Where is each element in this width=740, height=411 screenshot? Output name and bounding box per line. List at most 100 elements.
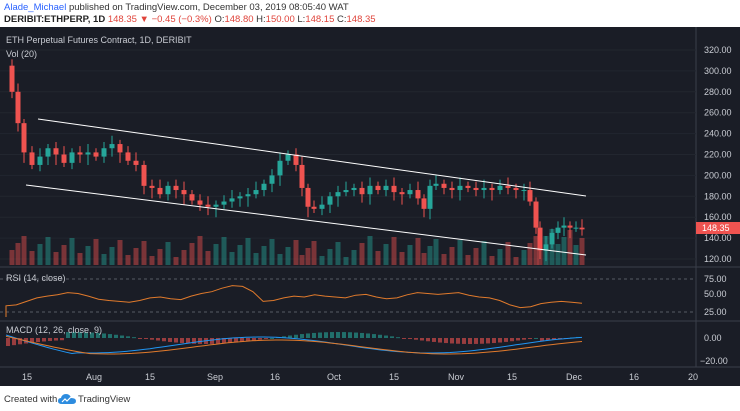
macd-histogram-bar — [450, 338, 454, 344]
volume-bar — [441, 254, 447, 265]
macd-histogram-bar — [252, 338, 256, 341]
candle-body — [299, 164, 305, 188]
candle-body — [497, 185, 503, 191]
volume-bar — [277, 254, 283, 265]
macd-histogram-bar — [114, 334, 118, 338]
volume-bar — [311, 241, 317, 265]
tradingview-brand[interactable]: TradingView — [78, 394, 131, 405]
candle-body — [69, 152, 75, 163]
macd-histogram-bar — [282, 336, 286, 338]
volume-bar — [173, 257, 179, 265]
candle-body — [457, 185, 463, 191]
volume-bar — [421, 253, 427, 265]
macd-histogram-bar — [438, 338, 442, 343]
macd-histogram-bar — [540, 338, 544, 342]
high-value: 150.00 — [265, 14, 295, 25]
macd-histogram-bar — [390, 336, 394, 338]
candle-body — [311, 206, 317, 209]
volume-bar — [521, 250, 527, 265]
candle-body — [433, 183, 439, 186]
macd-histogram-bar — [432, 338, 436, 342]
close-value: 148.35 — [346, 14, 376, 25]
macd-histogram-bar — [48, 338, 52, 341]
candle-body — [29, 152, 35, 165]
candle-body — [481, 187, 487, 191]
macd-histogram-bar — [192, 338, 196, 344]
volume-bar — [141, 241, 147, 265]
macd-histogram-bar — [354, 332, 358, 338]
macd-histogram-bar — [18, 338, 22, 345]
time-axis[interactable]: 15 Aug 15 Sep 16 Oct 15 Nov 15 Dec 16 20 — [22, 372, 698, 382]
macd-histogram-bar — [180, 338, 184, 344]
volume-bar — [253, 253, 259, 265]
channel-upper-line[interactable] — [37, 118, 587, 197]
macd-histogram-bar — [78, 332, 82, 338]
macd-histogram-bar — [54, 338, 58, 341]
macd-histogram-bar — [102, 333, 106, 338]
candle-body — [533, 201, 539, 228]
chart-canvas[interactable]: ETH Perpetual Futures Contract, 1D, DERI… — [0, 27, 740, 386]
candle-body — [527, 190, 533, 202]
created-with-text: Created with — [4, 394, 58, 405]
macd-histogram-bar — [342, 332, 346, 338]
candle-body — [125, 152, 131, 161]
macd-histogram-bar — [408, 338, 412, 339]
open-value: 148.80 — [224, 14, 254, 25]
macd-histogram-bar — [480, 338, 484, 344]
price-tick: 180.00 — [704, 191, 732, 201]
macd-histogram-bar — [144, 338, 148, 339]
macd-histogram-bar — [468, 338, 472, 344]
rsi-tick: 25.00 — [704, 307, 727, 317]
candle-body — [181, 190, 187, 195]
candle-body — [407, 190, 413, 195]
macd-histogram-bar — [372, 334, 376, 338]
chart-area[interactable]: ETH Perpetual Futures Contract, 1D, DERI… — [0, 27, 740, 386]
macd-histogram-bar — [474, 338, 478, 344]
publish-line: Alade_Michael published on TradingView.c… — [4, 2, 349, 13]
macd-histogram-bar — [426, 338, 430, 342]
volume-bar — [261, 246, 267, 265]
last-price: 148.35 — [107, 14, 137, 25]
macd-histogram-bar — [534, 337, 538, 339]
macd-histogram-bar — [90, 332, 94, 338]
time-tick: Aug — [86, 372, 102, 382]
macd-histogram-bar — [156, 338, 160, 341]
candle-body — [205, 204, 211, 207]
candle-body — [359, 187, 365, 195]
macd-histogram-bar — [198, 338, 202, 344]
macd-histogram-bar — [210, 338, 214, 344]
tradingview-cloud-icon[interactable] — [57, 393, 77, 405]
signal-line[interactable] — [5, 335, 583, 355]
macd-line[interactable] — [5, 334, 583, 355]
candle-body — [375, 185, 381, 191]
macd-histogram-bar — [360, 332, 364, 338]
price-tick: 120.00 — [704, 254, 732, 264]
macd-histogram-bar — [132, 337, 136, 339]
volume-bar — [85, 246, 91, 265]
macd-histogram-bar — [456, 338, 460, 344]
price-axis[interactable]: 320.00 300.00 280.00 260.00 240.00 220.00 200.… — [704, 45, 732, 264]
volume-bar — [359, 243, 365, 265]
volume-bar — [527, 243, 533, 265]
macd-histogram-bar — [246, 338, 250, 342]
volume-bar — [205, 251, 211, 265]
candle-body — [277, 160, 283, 176]
candle-body — [573, 227, 579, 229]
candle-body — [109, 144, 115, 149]
close-label: C: — [337, 14, 347, 25]
macd-histogram-bar — [174, 338, 178, 343]
candle-body — [61, 154, 67, 163]
author-link[interactable]: Alade_Michael — [4, 2, 67, 13]
volume-bar — [237, 245, 243, 265]
candle-body — [173, 185, 179, 191]
macd-histogram-bar — [414, 338, 418, 340]
price-tick: 220.00 — [704, 150, 732, 160]
time-tick: Sep — [207, 372, 223, 382]
rsi-line[interactable] — [5, 285, 583, 317]
channel-lower-line[interactable] — [25, 184, 587, 256]
candle-body — [579, 227, 585, 230]
volume-bar — [53, 252, 59, 265]
macd-histogram-bar — [126, 336, 130, 338]
volume-bar — [391, 237, 397, 265]
candle-body — [421, 198, 427, 209]
